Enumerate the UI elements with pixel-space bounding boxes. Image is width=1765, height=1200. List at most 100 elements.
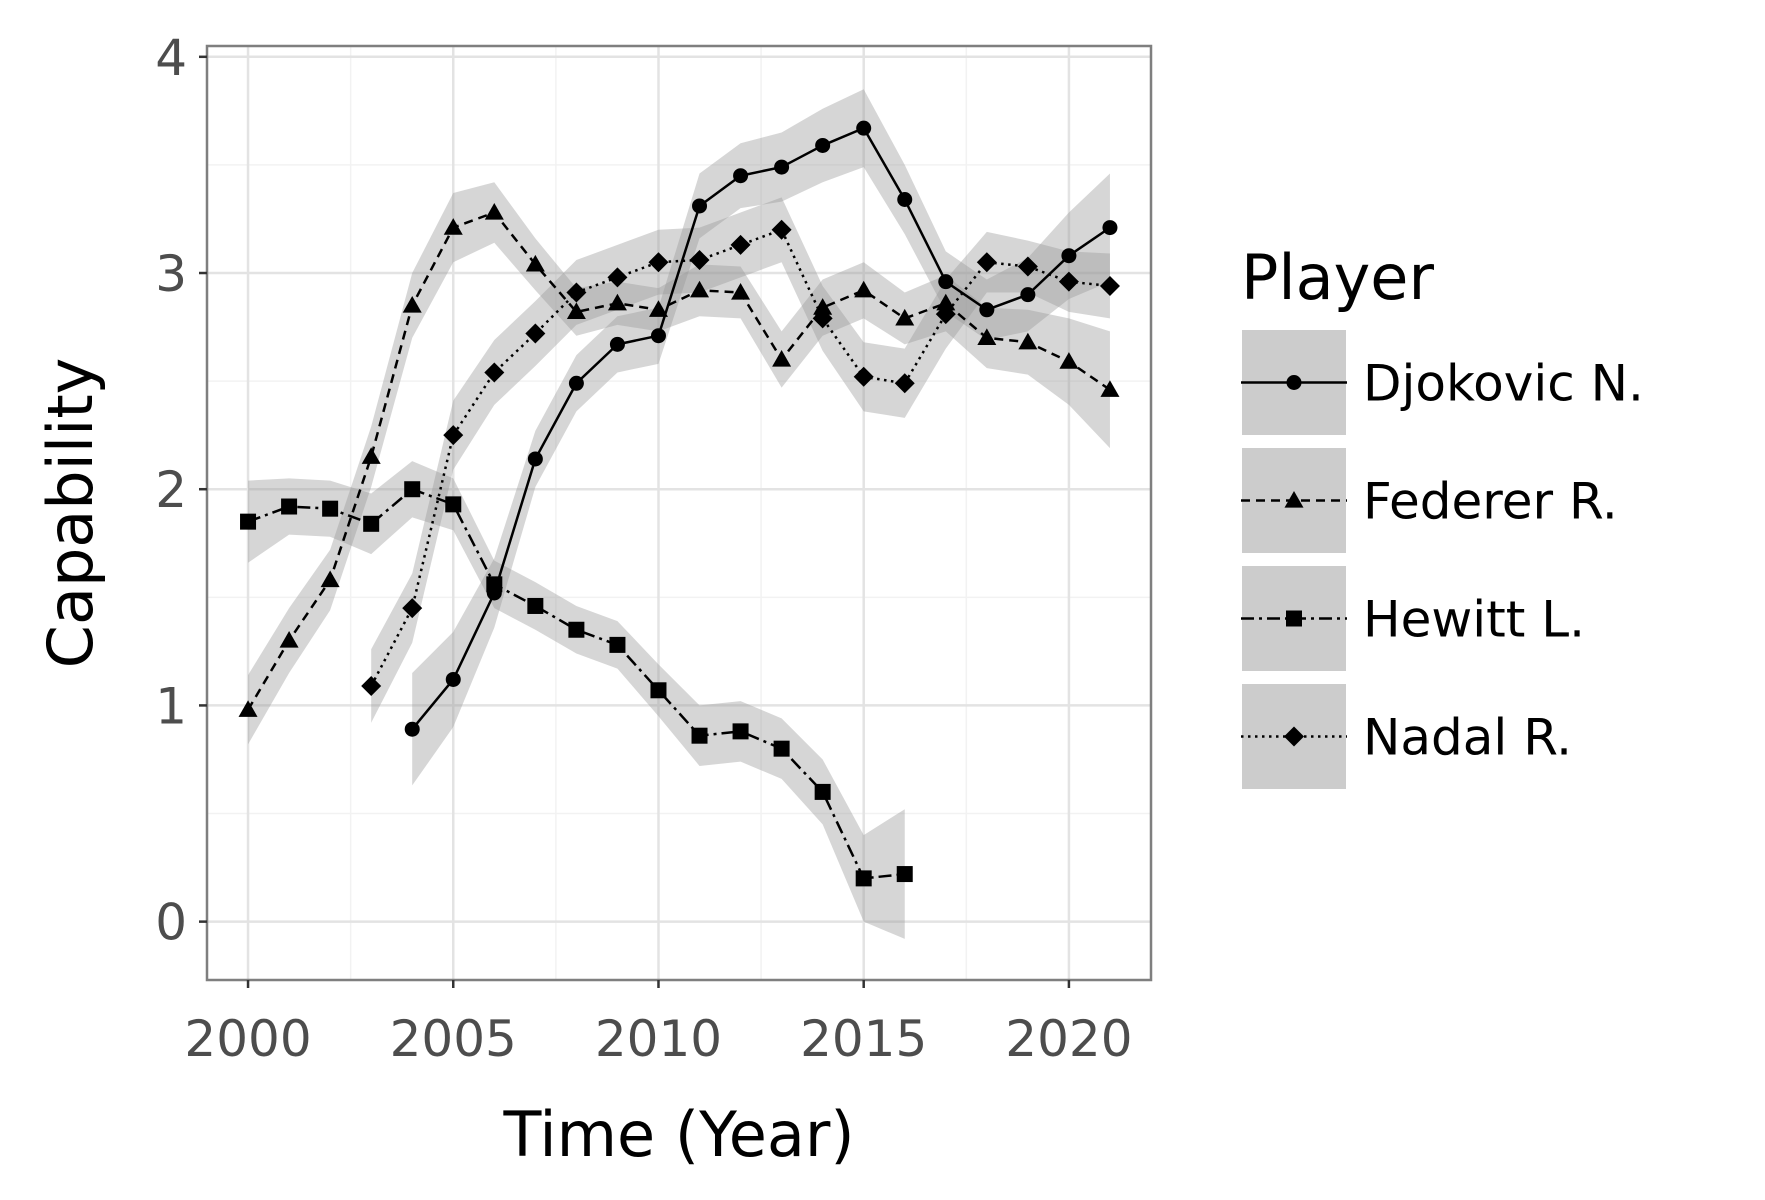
legend-label: Federer R. [1363, 473, 1618, 531]
data-point-federer-r [936, 293, 956, 311]
data-point-federer-r [648, 300, 668, 317]
data-point-federer-r [977, 328, 997, 345]
data-point-hewitt-l [281, 498, 298, 515]
data-point-hewitt-l [609, 636, 626, 653]
plot-panel-layer [207, 46, 1151, 980]
data-point-nadal-r [443, 425, 464, 446]
data-point-djokovic-n [856, 120, 872, 136]
data-point-djokovic-n [938, 274, 954, 290]
data-point-federer-r [361, 447, 381, 464]
data-point-hewitt-l [322, 500, 339, 517]
data-point-hewitt-l [732, 723, 749, 740]
data-point-hewitt-l [814, 783, 831, 800]
data-point-federer-r [731, 282, 751, 300]
data-point-djokovic-n [774, 159, 790, 175]
data-point-hewitt-l [896, 866, 913, 883]
confidence-band-hewitt-l [248, 461, 905, 939]
data-point-nadal-r [1099, 275, 1120, 296]
data-point-djokovic-n [979, 302, 995, 318]
data-point-nadal-r [648, 252, 669, 273]
legend-key-marker [1286, 610, 1302, 627]
x-tick-label: 2000 [184, 1010, 311, 1068]
data-point-federer-r [1100, 380, 1120, 397]
data-point-hewitt-l [691, 727, 708, 744]
data-point-nadal-r [566, 282, 587, 303]
data-point-nadal-r [689, 250, 710, 271]
data-point-djokovic-n [1020, 287, 1036, 303]
data-point-hewitt-l [855, 870, 872, 887]
grid-layer [207, 46, 1151, 980]
data-point-nadal-r [812, 308, 833, 329]
data-point-federer-r [895, 308, 915, 326]
legend-key-marker [1286, 375, 1302, 390]
data-point-djokovic-n [650, 328, 666, 344]
y-tick-label: 3 [155, 245, 187, 303]
x-tick-label: 2005 [390, 1010, 517, 1068]
data-point-hewitt-l [527, 597, 544, 614]
data-point-nadal-r [1017, 256, 1038, 277]
x-tick-label: 2015 [800, 1010, 927, 1068]
data-point-hewitt-l [650, 682, 667, 699]
data-point-djokovic-n [733, 168, 749, 184]
data-point-federer-r [690, 280, 710, 298]
data-point-federer-r [813, 298, 833, 315]
data-point-hewitt-l [445, 496, 462, 513]
data-point-federer-r [525, 254, 545, 272]
data-point-djokovic-n [527, 451, 543, 467]
data-point-federer-r [566, 302, 586, 320]
data-point-hewitt-l [773, 740, 790, 757]
confidence-band-nadal-r [371, 197, 1110, 723]
confidence-band-federer-r [248, 182, 1110, 745]
y-tick-label: 2 [155, 461, 187, 519]
data-point-federer-r [238, 700, 258, 717]
data-point-nadal-r [1058, 271, 1079, 292]
axes-layer: 2000 2005 2010 2015 2020 0 1 2 3 4 [155, 29, 1153, 1068]
plot-background [207, 46, 1151, 980]
data-point-djokovic-n [815, 137, 831, 153]
data-point-hewitt-l [568, 621, 585, 638]
data-point-nadal-r [607, 267, 628, 288]
data-point-nadal-r [402, 598, 423, 619]
x-axis-title: Time (Year) [502, 1098, 854, 1171]
data-point-djokovic-n [1102, 220, 1118, 236]
data-point-djokovic-n [445, 671, 461, 687]
data-point-hewitt-l [363, 515, 380, 532]
data-point-federer-r [854, 280, 874, 298]
data-point-nadal-r [361, 675, 382, 696]
data-point-nadal-r [935, 304, 956, 325]
data-point-nadal-r [484, 362, 505, 383]
data-point-djokovic-n [1061, 248, 1077, 264]
data-point-djokovic-n [404, 721, 420, 737]
legend-label: Djokovic N. [1363, 355, 1644, 413]
legend-label: Hewitt L. [1363, 591, 1585, 649]
data-point-nadal-r [976, 252, 997, 273]
legend-title: Player [1241, 241, 1434, 314]
data-point-federer-r [279, 631, 299, 648]
legend-label: Nadal R. [1363, 709, 1572, 767]
data-point-federer-r [443, 218, 463, 235]
data-point-federer-r [484, 202, 504, 220]
x-tick-label: 2010 [595, 1010, 722, 1068]
y-tick-label: 0 [155, 894, 187, 952]
data-point-federer-r [772, 349, 792, 367]
legend-key-marker [1284, 726, 1304, 747]
data-point-hewitt-l [486, 576, 503, 593]
data-point-nadal-r [525, 323, 546, 344]
plot-border [205, 44, 1153, 982]
data-point-nadal-r [853, 366, 874, 387]
markers-layer [238, 120, 1120, 887]
x-tick-label: 2020 [1005, 1010, 1132, 1068]
data-point-federer-r [607, 293, 627, 311]
series-line-federer-r [246, 211, 1111, 711]
y-tick-label: 1 [155, 677, 187, 735]
data-point-hewitt-l [404, 481, 421, 498]
data-point-federer-r [1059, 352, 1079, 369]
data-point-nadal-r [730, 234, 751, 255]
y-axis-title: Capability [34, 358, 107, 669]
data-point-nadal-r [894, 373, 915, 394]
data-point-hewitt-l [240, 513, 257, 530]
data-point-djokovic-n [568, 375, 584, 391]
data-point-federer-r [402, 295, 422, 313]
data-point-djokovic-n [897, 192, 913, 208]
